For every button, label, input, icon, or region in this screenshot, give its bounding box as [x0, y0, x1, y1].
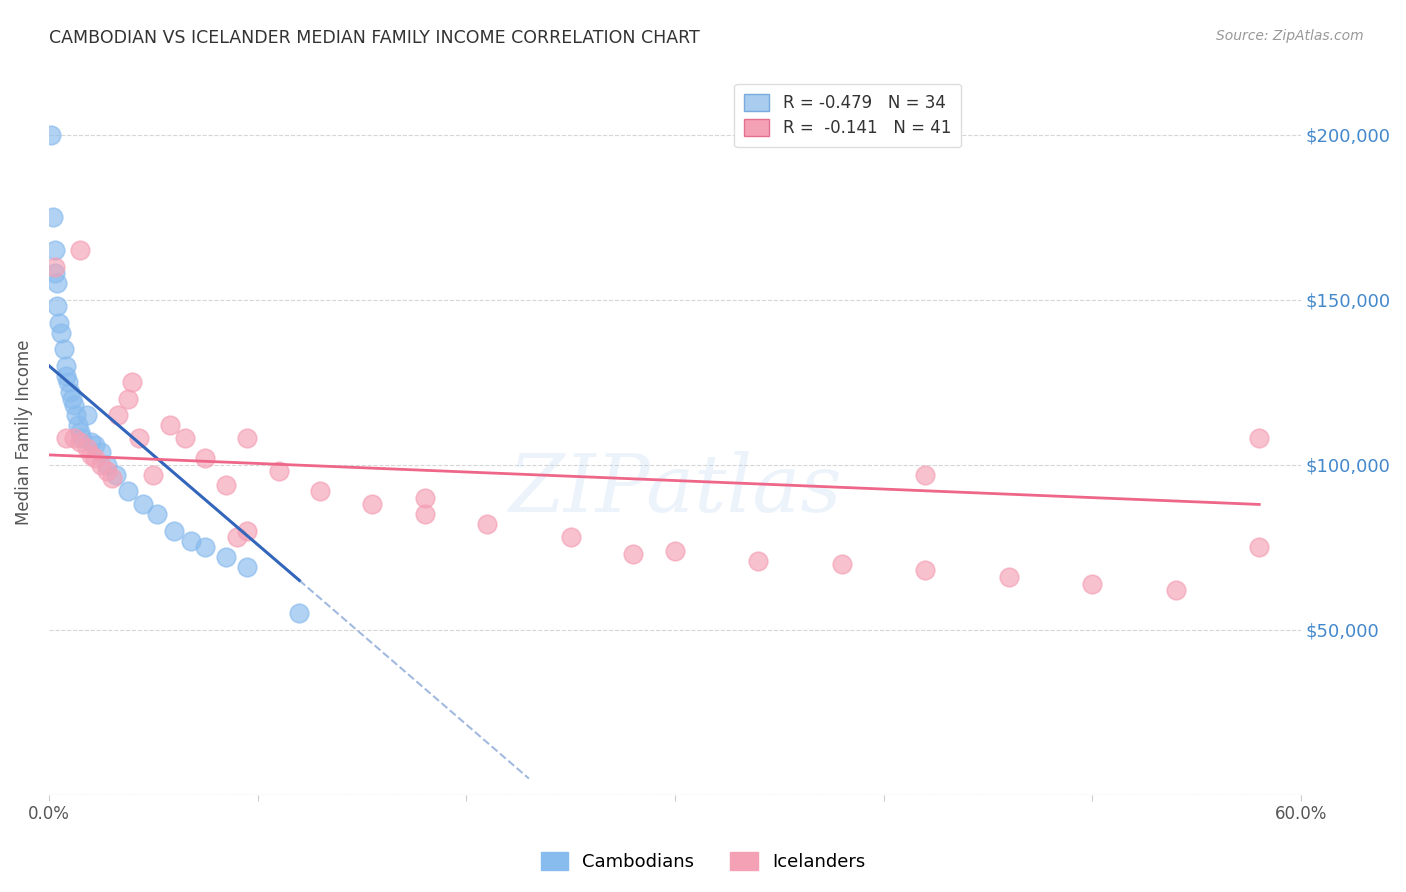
Point — [83, 451, 105, 466]
Point — [914, 564, 936, 578]
Point — [309, 484, 332, 499]
Point — [413, 491, 436, 505]
Point — [69, 434, 91, 449]
Point — [42, 210, 65, 224]
Point — [142, 467, 165, 482]
Point — [44, 266, 66, 280]
Point — [117, 392, 139, 406]
Point — [1249, 541, 1271, 555]
Point — [361, 498, 384, 512]
Point — [80, 434, 103, 449]
Point — [215, 550, 238, 565]
Point — [664, 543, 686, 558]
Point — [215, 477, 238, 491]
Point — [288, 607, 311, 621]
Point — [477, 517, 499, 532]
Point — [76, 442, 98, 456]
Point — [236, 560, 259, 574]
Point — [560, 531, 582, 545]
Point — [96, 458, 118, 472]
Point — [55, 359, 77, 373]
Point — [65, 409, 87, 423]
Point — [128, 431, 150, 445]
Point — [159, 418, 181, 433]
Point — [194, 541, 217, 555]
Point — [90, 458, 112, 472]
Point — [59, 385, 82, 400]
Point — [146, 508, 169, 522]
Text: ZIPatlas: ZIPatlas — [508, 451, 842, 529]
Point — [413, 508, 436, 522]
Point — [56, 376, 79, 390]
Point — [163, 524, 186, 538]
Point — [1164, 583, 1187, 598]
Point — [63, 398, 86, 412]
Point — [55, 368, 77, 383]
Point — [76, 409, 98, 423]
Point — [63, 431, 86, 445]
Point — [1249, 431, 1271, 445]
Point — [236, 524, 259, 538]
Point — [104, 467, 127, 482]
Point — [44, 260, 66, 274]
Point — [173, 431, 195, 445]
Point — [1081, 576, 1104, 591]
Point — [100, 471, 122, 485]
Point — [236, 431, 259, 445]
Point — [55, 431, 77, 445]
Point — [69, 243, 91, 257]
Point — [90, 444, 112, 458]
Legend: Cambodians, Icelanders: Cambodians, Icelanders — [533, 845, 873, 879]
Point — [60, 392, 83, 406]
Point — [747, 553, 769, 567]
Legend: R = -0.479   N = 34, R =  -0.141   N = 41: R = -0.479 N = 34, R = -0.141 N = 41 — [734, 84, 960, 147]
Point — [998, 570, 1021, 584]
Point — [225, 531, 247, 545]
Point — [117, 484, 139, 499]
Point — [107, 409, 129, 423]
Point — [83, 438, 105, 452]
Point — [96, 464, 118, 478]
Point — [46, 299, 69, 313]
Point — [51, 326, 73, 340]
Point — [831, 557, 853, 571]
Point — [69, 425, 91, 439]
Point — [72, 431, 94, 445]
Point — [46, 276, 69, 290]
Y-axis label: Median Family Income: Median Family Income — [15, 339, 32, 524]
Point — [80, 448, 103, 462]
Point — [39, 128, 62, 142]
Point — [621, 547, 644, 561]
Point — [194, 451, 217, 466]
Point — [48, 316, 70, 330]
Point — [132, 498, 155, 512]
Point — [121, 376, 143, 390]
Point — [44, 243, 66, 257]
Text: CAMBODIAN VS ICELANDER MEDIAN FAMILY INCOME CORRELATION CHART: CAMBODIAN VS ICELANDER MEDIAN FAMILY INC… — [49, 29, 700, 46]
Point — [267, 464, 290, 478]
Point — [52, 343, 75, 357]
Text: Source: ZipAtlas.com: Source: ZipAtlas.com — [1216, 29, 1364, 43]
Point — [180, 533, 202, 548]
Point — [67, 418, 90, 433]
Point — [914, 467, 936, 482]
